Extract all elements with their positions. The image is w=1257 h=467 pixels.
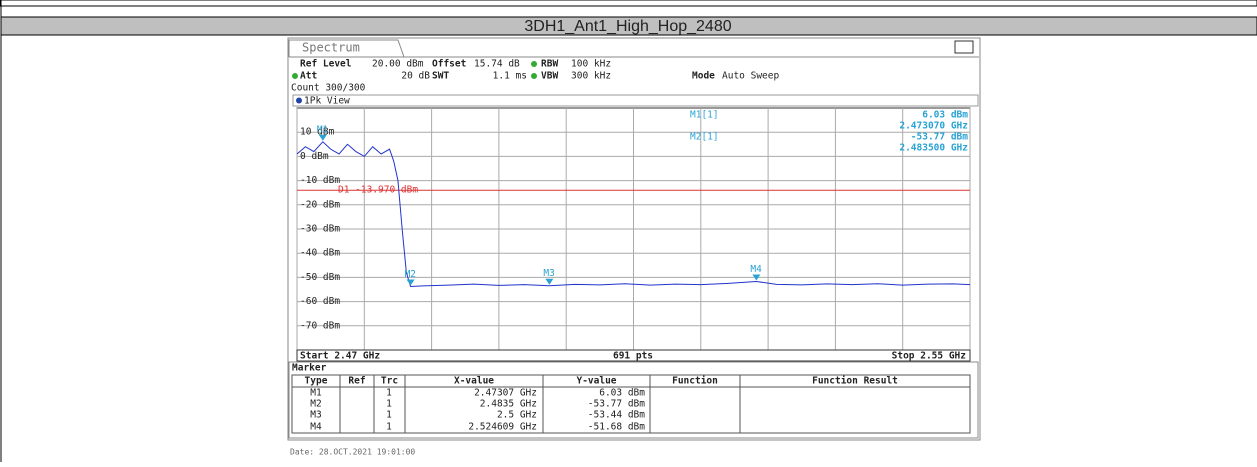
start-label: Start 2.47 GHz xyxy=(300,351,380,362)
setting: Ref Level xyxy=(300,59,352,70)
readout-level: -53.77 dBm xyxy=(911,132,968,143)
setting: 20 dB xyxy=(401,71,430,82)
readout-name: M2[1] xyxy=(690,132,719,143)
setting: Mode xyxy=(692,71,715,82)
setting: Count 300/300 xyxy=(291,83,366,94)
y-tick-label: -20 dBm xyxy=(300,199,340,210)
marker-label: M3 xyxy=(543,268,554,279)
y-tick-label: -50 dBm xyxy=(300,272,340,283)
setting: 15.74 dB xyxy=(474,59,520,70)
y-tick-label: 0 dBm xyxy=(300,151,329,162)
column-header: Y-value xyxy=(576,376,616,387)
trace xyxy=(296,141,971,288)
setting: Att xyxy=(300,71,317,82)
setting: 1.1 ms xyxy=(493,71,527,82)
view-bar xyxy=(292,94,979,107)
column-header: Trc xyxy=(381,376,398,387)
top-border xyxy=(0,0,1257,7)
y-tick-label: -30 dBm xyxy=(300,224,340,235)
dot xyxy=(531,73,537,79)
points-label: 691 pts xyxy=(613,351,653,362)
table-cell: M2 xyxy=(310,399,321,410)
setting: Offset xyxy=(432,59,466,70)
readout-freq: 2.483500 GHz xyxy=(899,143,968,154)
date: Date: 28.OCT.2021 19:01:00 xyxy=(290,448,415,457)
marker xyxy=(545,278,554,285)
table-cell: 2.524609 GHz xyxy=(468,422,537,433)
tab xyxy=(288,39,405,58)
setting: 300 kHz xyxy=(571,71,611,82)
column-header: Ref xyxy=(348,376,365,387)
table-cell: 2.4835 GHz xyxy=(480,399,537,410)
display-line-label: D1 -13.970 dBm xyxy=(338,185,418,196)
table-cell: M3 xyxy=(310,410,321,421)
table-cell: -53.77 dBm xyxy=(588,399,645,410)
setting: 20.00 dBm xyxy=(372,59,424,70)
table-cell: 2.5 GHz xyxy=(497,410,537,421)
table-cell: M1 xyxy=(310,388,322,399)
y-tick-label: -60 dBm xyxy=(300,296,340,307)
table-cell: 6.03 dBm xyxy=(599,388,645,399)
dot xyxy=(531,61,537,67)
setting: VBW xyxy=(541,71,558,82)
marker xyxy=(752,274,761,281)
setting: 100 kHz xyxy=(571,59,611,70)
marker-title: Marker xyxy=(292,363,327,374)
column-header: X-value xyxy=(454,376,494,387)
stop-label: Stop 2.55 GHz xyxy=(892,351,967,362)
marker xyxy=(318,134,327,141)
marker-label: M2 xyxy=(405,269,416,280)
dot xyxy=(296,97,302,104)
y-tick-label: -70 dBm xyxy=(300,320,340,331)
setting: RBW xyxy=(541,59,558,70)
setting: SWT xyxy=(432,71,449,82)
table-cell: -51.68 dBm xyxy=(588,422,645,433)
column-header: Type xyxy=(305,376,328,387)
setting: Auto Sweep xyxy=(722,71,779,82)
icon xyxy=(954,40,974,54)
y-tick-label: -40 dBm xyxy=(300,248,340,259)
marker-label: M1 xyxy=(317,124,329,135)
dot xyxy=(292,73,298,79)
table-cell: 1 xyxy=(386,422,392,433)
readout-level: 6.03 dBm xyxy=(922,110,968,121)
table-cell: M4 xyxy=(310,422,322,433)
marker xyxy=(406,279,415,286)
column-header: Function xyxy=(672,376,718,387)
table-cell: 1 xyxy=(386,410,392,421)
view-label: 1Pk View xyxy=(304,96,350,107)
table-cell: 1 xyxy=(386,399,392,410)
y-tick-label: -10 dBm xyxy=(300,175,340,186)
marker-label: M4 xyxy=(750,264,762,275)
table-cell: 1 xyxy=(386,388,392,399)
readout-name: M1[1] xyxy=(690,110,719,121)
y-tick-label: 10 dBm xyxy=(300,127,335,138)
axis-bar xyxy=(296,349,971,362)
readout-freq: 2.473070 GHz xyxy=(899,121,968,132)
table-cell: -53.44 dBm xyxy=(588,410,645,421)
table-cell: 2.47307 GHz xyxy=(474,388,537,399)
table-frame xyxy=(291,374,971,434)
header-row xyxy=(0,16,1257,36)
tab-label: Spectrum xyxy=(302,41,360,55)
header-title: 3DH1_Ant1_High_Hop_2480 xyxy=(524,18,731,35)
column-header: Function Result xyxy=(812,376,898,387)
